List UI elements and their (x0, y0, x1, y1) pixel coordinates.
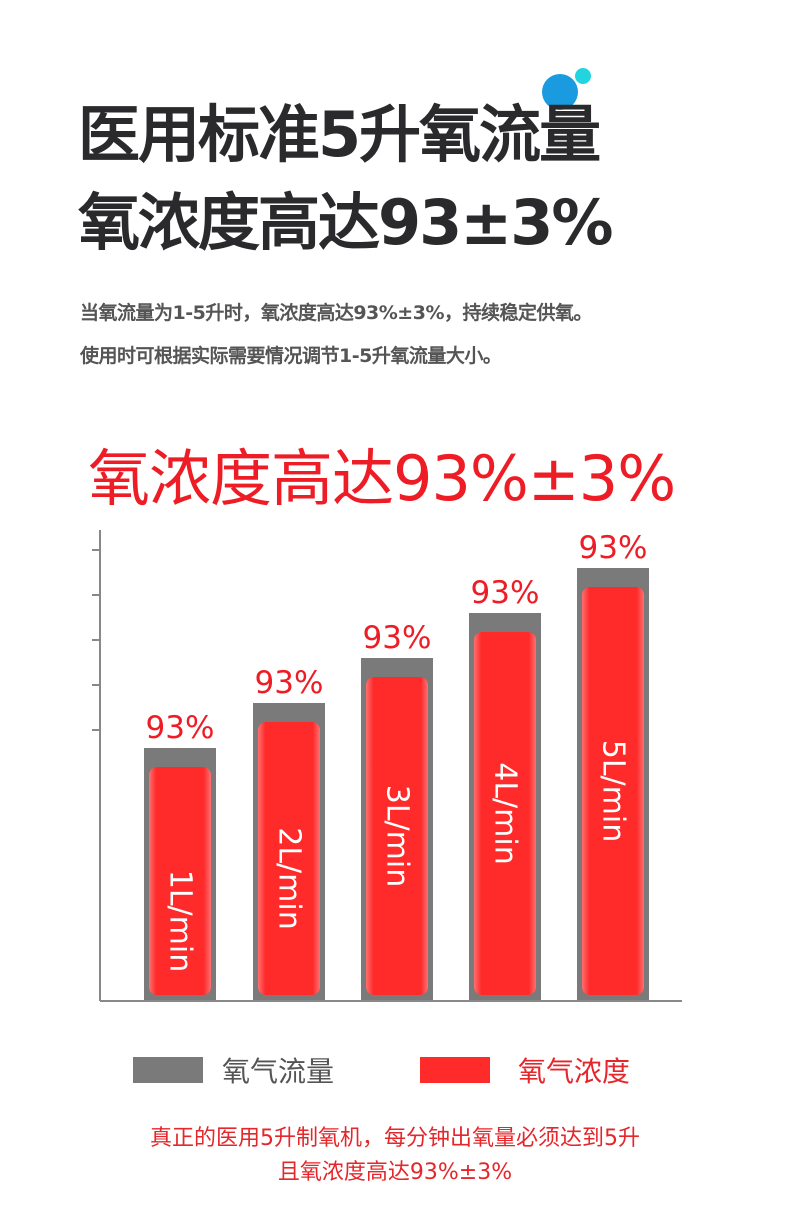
decorative-dot-blue (542, 74, 578, 110)
category-label: 4L/min (488, 762, 523, 864)
footer-line1: 真正的医用5升制氧机，每分钟出氧量必须达到5升 (150, 1126, 640, 1151)
legend-swatch-flow (133, 1057, 203, 1083)
data-label: 93% (146, 710, 215, 746)
data-label: 93% (579, 530, 648, 566)
category-label: 1L/min (163, 870, 198, 972)
description-line1: 当氧流量为1-5升时，氧浓度高达93%±3%，持续稳定供氧。 (80, 302, 592, 324)
description-line2: 使用时可根据实际需要情况调节1-5升氧流量大小。 (80, 345, 502, 367)
concentration-bar (258, 722, 320, 995)
data-label: 93% (471, 575, 540, 611)
page-title-line2: 氧浓度高达93±3% (78, 186, 613, 259)
category-label: 3L/min (380, 785, 415, 887)
legend-swatch-concentration (420, 1057, 490, 1083)
category-label: 5L/min (596, 740, 631, 842)
legend-label-flow: 氧气流量 (222, 1055, 335, 1088)
page-title-line1: 医用标准5升氧流量 (78, 98, 601, 171)
data-label: 93% (255, 665, 324, 701)
concentration-bar (474, 632, 536, 995)
legend-label-concentration: 氧气浓度 (518, 1055, 631, 1088)
footer-line2: 且氧浓度高达93%±3% (277, 1160, 513, 1185)
chart-title: 氧浓度高达93%±3% (88, 442, 676, 515)
decorative-dot-cyan (575, 68, 591, 84)
category-label: 2L/min (272, 827, 307, 929)
concentration-bar (366, 677, 428, 995)
concentration-bar (149, 767, 211, 995)
data-label: 93% (363, 620, 432, 656)
concentration-bar (582, 587, 644, 995)
